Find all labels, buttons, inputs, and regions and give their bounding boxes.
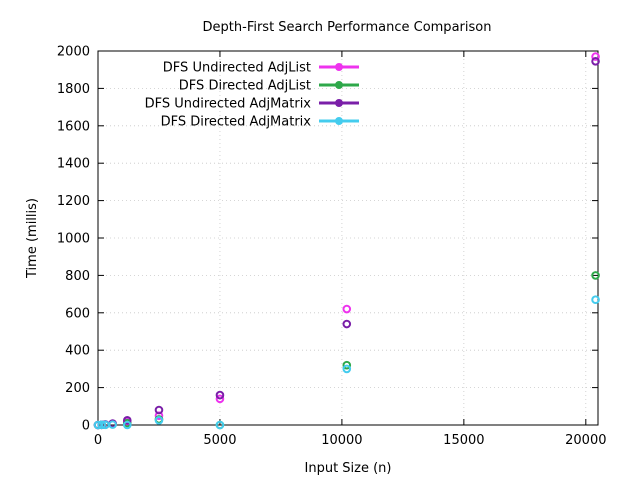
legend-label: DFS Directed AdjList	[179, 79, 311, 94]
y-tick-label: 0	[82, 419, 90, 434]
legend-label: DFS Directed AdjMatrix	[161, 115, 312, 130]
y-tick-label: 800	[65, 269, 90, 284]
data-point	[591, 271, 600, 280]
data-points	[93, 52, 600, 430]
data-point	[97, 420, 106, 430]
y-tick-label: 1200	[57, 194, 90, 209]
y-tick-label: 400	[65, 344, 90, 359]
data-point	[215, 390, 225, 400]
legend-marker	[335, 63, 343, 71]
data-point	[122, 420, 132, 430]
x-axis-label: Input Size (n)	[305, 461, 392, 476]
y-tick-label: 1800	[57, 82, 90, 97]
legend-marker	[335, 81, 343, 89]
legend-label: DFS Undirected AdjList	[163, 61, 311, 76]
y-tick-label: 1000	[57, 232, 90, 247]
data-point	[215, 420, 225, 430]
y-tick-label: 200	[65, 381, 90, 396]
data-point	[342, 319, 352, 329]
data-point	[591, 295, 600, 305]
x-tick-label: 15000	[443, 433, 484, 448]
data-point	[342, 304, 352, 314]
x-tick-label: 0	[94, 433, 102, 448]
data-point	[591, 56, 600, 66]
data-point	[108, 420, 117, 429]
grid	[98, 51, 598, 425]
data-point	[342, 364, 352, 374]
y-tick-label: 1600	[57, 119, 90, 134]
data-point	[215, 394, 225, 404]
y-tick-label: 1400	[57, 157, 90, 172]
x-tick-label: 20000	[565, 433, 606, 448]
x-tick-label: 5000	[203, 433, 236, 448]
data-point	[591, 52, 600, 61]
legend-label: DFS Undirected AdjMatrix	[145, 97, 312, 112]
data-point	[342, 360, 352, 370]
y-tick-label: 2000	[57, 45, 90, 60]
legend: DFS Undirected AdjList DFS Directed AdjLi…	[145, 61, 359, 130]
legend-marker	[335, 117, 343, 125]
y-axis-label: Time (millis)	[25, 198, 40, 279]
data-point	[154, 405, 164, 415]
data-point	[122, 416, 132, 425]
y-tick-label: 600	[65, 306, 90, 321]
chart-title: Depth-First Search Performance Compariso…	[203, 20, 492, 35]
legend-marker	[335, 99, 343, 107]
data-point	[154, 416, 164, 425]
x-tick-label: 10000	[321, 433, 362, 448]
